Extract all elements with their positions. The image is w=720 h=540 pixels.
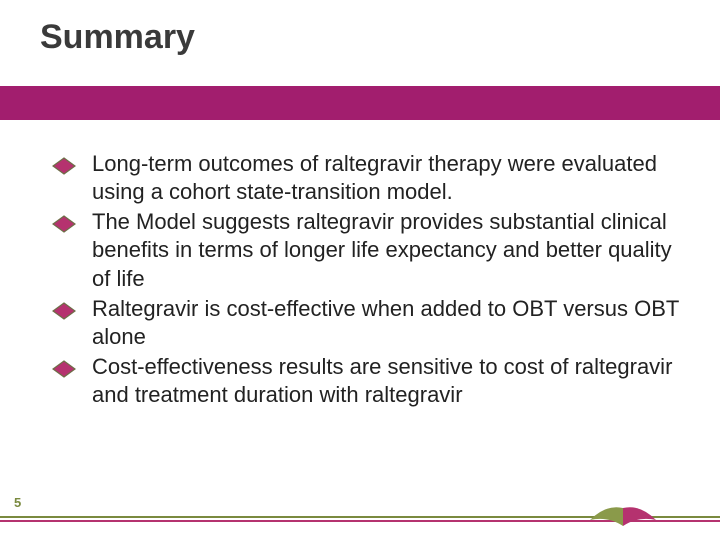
diamond-bullet-icon <box>52 299 76 317</box>
diamond-bullet-icon <box>52 357 76 375</box>
diamond-bullet-icon <box>52 154 76 172</box>
bullet-list: Long-term outcomes of raltegravir therap… <box>52 150 680 409</box>
list-item-text: Cost-effectiveness results are sensitive… <box>92 354 672 407</box>
list-item-text: Long-term outcomes of raltegravir therap… <box>92 151 657 204</box>
list-item: Long-term outcomes of raltegravir therap… <box>52 150 680 206</box>
header-accent-bar <box>0 86 720 120</box>
list-item-text: The Model suggests raltegravir provides … <box>92 209 672 290</box>
wing-logo-icon <box>588 494 658 534</box>
list-item-text: Raltegravir is cost-effective when added… <box>92 296 679 349</box>
list-item: Cost-effectiveness results are sensitive… <box>52 353 680 409</box>
footer <box>0 496 720 540</box>
header: Summary <box>0 0 720 120</box>
list-item: Raltegravir is cost-effective when added… <box>52 295 680 351</box>
content-area: Long-term outcomes of raltegravir therap… <box>0 120 720 409</box>
page-title: Summary <box>40 18 195 57</box>
list-item: The Model suggests raltegravir provides … <box>52 208 680 292</box>
diamond-bullet-icon <box>52 212 76 230</box>
